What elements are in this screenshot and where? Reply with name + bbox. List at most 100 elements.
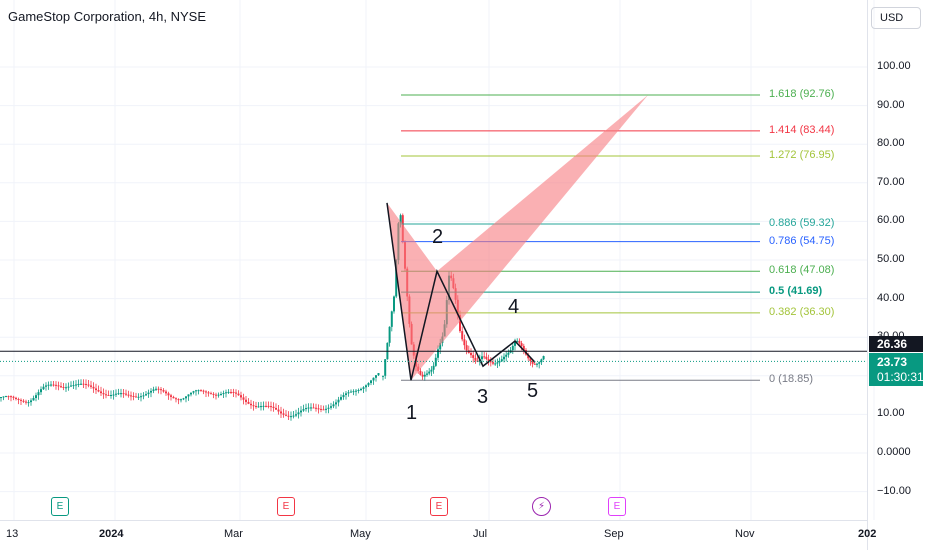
candle-body (481, 356, 483, 360)
time-tick-label: Jul (473, 528, 488, 540)
candle-body (137, 396, 140, 398)
candle-body (47, 384, 50, 386)
candle-body (428, 371, 431, 374)
candle-body (110, 395, 112, 397)
candle-body (511, 345, 514, 351)
candle-body (285, 414, 287, 416)
candle-body (37, 392, 40, 396)
candle-body (97, 390, 100, 392)
candle-body (395, 260, 398, 297)
candle-body (439, 342, 442, 350)
earnings-event-icon[interactable]: E (430, 497, 448, 516)
candle-body (147, 392, 150, 395)
earnings-event-icon[interactable]: E (277, 497, 295, 516)
candle-body (157, 388, 160, 390)
candle-body (275, 407, 277, 410)
candle-body (210, 393, 212, 395)
candle-body (60, 386, 62, 388)
price-tick-label: 70.00 (877, 175, 905, 188)
candle-body (190, 392, 192, 395)
candle-body (165, 391, 167, 394)
candle-body (205, 391, 207, 393)
candle-body (503, 356, 505, 360)
candle-body (340, 397, 342, 400)
candle-body (287, 415, 290, 417)
candle-body (230, 391, 232, 393)
candle-body (245, 399, 247, 402)
candle-body (2, 396, 5, 398)
current-price: 23.73 (877, 355, 908, 369)
candle-body (305, 408, 307, 410)
chart-title: GameStop Corporation, 4h, NYSE (8, 9, 206, 24)
candle-body (312, 407, 315, 409)
candle-body (500, 359, 503, 362)
fib-level-label: 1.414 (83.44) (769, 123, 835, 136)
candle-body (357, 390, 360, 392)
currency-button[interactable]: USD (871, 7, 921, 29)
candle-body (300, 410, 302, 413)
fib-level-label: 0.5 (41.69) (769, 285, 823, 298)
candle-body (540, 359, 543, 363)
candle-body (42, 386, 45, 390)
candle-body (292, 415, 295, 417)
pattern-point-4: 4 (508, 296, 520, 318)
candle-body (30, 400, 32, 403)
price-tick-label: 80.00 (877, 137, 905, 150)
candle-body (215, 394, 217, 396)
candle-body (10, 396, 12, 398)
candle-body (474, 357, 477, 361)
fib-lines (401, 94, 760, 381)
candle-body (250, 403, 252, 406)
candle-body (167, 393, 170, 396)
candle-body (270, 406, 272, 408)
price-tick-label: 50.00 (877, 253, 905, 265)
candle-body (180, 399, 182, 401)
candle-body (345, 393, 347, 395)
candle-body (172, 396, 175, 399)
candle-body (200, 390, 202, 392)
candle-body (302, 409, 305, 411)
candle-body (437, 349, 439, 358)
candle-body (145, 394, 147, 396)
candle-body (222, 393, 225, 395)
candle-body (17, 399, 20, 401)
candle-body (489, 361, 492, 363)
candle-body (388, 326, 391, 343)
candle-body (297, 412, 300, 415)
fib-level-label: 0.886 (59.32) (769, 217, 835, 230)
dividend-event-icon[interactable]: E (51, 497, 69, 516)
candle-body (529, 358, 532, 362)
fib-level-label: 0.786 (54.75) (769, 234, 835, 247)
fib-level-label: 0 (18.85) (769, 373, 814, 386)
candle-body (162, 390, 165, 392)
candle-body (459, 315, 461, 332)
price-tick-label: 40.00 (877, 291, 905, 304)
price-tick-label: 90.00 (877, 98, 905, 111)
split-event-icon[interactable]: ⚡ (532, 497, 551, 516)
candle-body (72, 385, 75, 387)
candle-body (62, 386, 65, 388)
candle-body (247, 401, 250, 404)
price-axis-separator (867, 0, 868, 550)
candle-body (337, 399, 340, 403)
earnings-event-icon[interactable]: E (608, 497, 626, 516)
candle-body (262, 405, 265, 407)
candle-body (282, 413, 285, 415)
candle-body (237, 393, 240, 396)
candle-body (330, 406, 332, 408)
candle-body (505, 354, 508, 357)
candle-body (531, 361, 534, 364)
candle-body (487, 359, 490, 362)
candle-body (350, 391, 352, 393)
candle-body (325, 408, 327, 410)
candle-body (102, 393, 105, 395)
time-tick-label: Mar (224, 528, 243, 540)
last-close-tag: 26.36 (869, 336, 923, 352)
candle-body (187, 394, 190, 397)
candle-body (365, 385, 367, 388)
candle-body (170, 395, 172, 397)
candle-body (320, 408, 322, 410)
time-tick-label: 202 (858, 528, 877, 540)
candle-body (242, 397, 245, 400)
